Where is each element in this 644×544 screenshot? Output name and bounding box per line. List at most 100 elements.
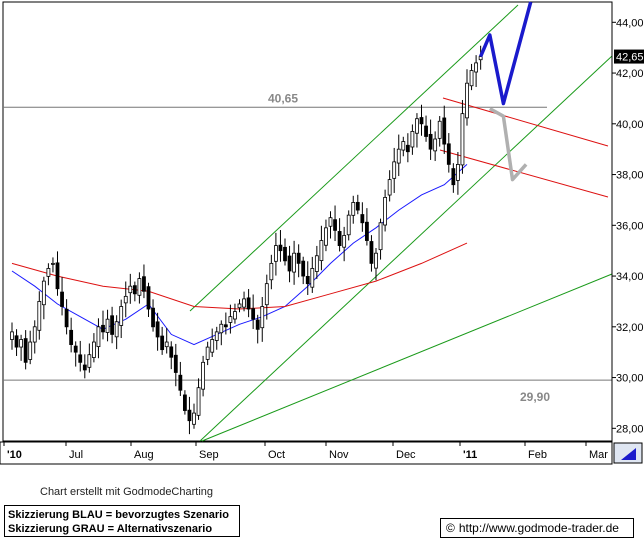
candle-body <box>114 321 119 338</box>
candle-body <box>155 321 160 338</box>
y-tick-label: 42,00 <box>616 68 644 80</box>
candle-body <box>346 214 351 236</box>
candle-body <box>110 315 114 335</box>
candle-body <box>32 326 37 343</box>
source-link[interactable]: © http://www.godmode-trader.de <box>440 518 634 538</box>
x-tick-label: Oct <box>268 449 285 461</box>
x-tick-label: '10 <box>7 449 22 461</box>
trend-channel-middle <box>199 55 613 442</box>
legend-line-gray: Skizzierung GRAU = Alternativszenario <box>8 523 213 535</box>
candle-body <box>401 141 406 151</box>
candle-body <box>355 201 360 211</box>
candle-body <box>64 308 69 328</box>
x-tick-label: '11 <box>463 449 477 461</box>
y-tick-label: 32,00 <box>616 322 644 334</box>
legend-line-blue: Skizzierung BLAU = bevorzugtes Szenario <box>8 509 229 521</box>
candle-body <box>333 219 337 231</box>
y-tick-label: 34,00 <box>616 271 644 283</box>
red-channel-lower <box>439 149 609 198</box>
candle-body <box>292 252 297 273</box>
candle-body <box>301 260 306 277</box>
candle-body <box>46 268 51 277</box>
candle-body <box>419 117 424 125</box>
candle-body <box>410 131 415 148</box>
candle-body <box>128 285 133 294</box>
moving-average-blue <box>11 164 468 346</box>
candle-body <box>296 252 301 264</box>
level-label-lower: 29,90 <box>520 390 550 404</box>
candle-body <box>169 346 174 358</box>
candle-body <box>78 354 83 363</box>
candle-body <box>351 202 356 216</box>
candle-body <box>437 120 442 139</box>
candle-body <box>201 361 206 390</box>
candle-body <box>283 246 287 262</box>
candle-body <box>101 324 105 333</box>
plot-frame <box>2 1 613 442</box>
candle-body <box>392 161 397 179</box>
candle-body <box>446 143 451 165</box>
candle-body <box>269 262 274 281</box>
y-tick-label: 30,00 <box>616 373 644 385</box>
candle-body <box>260 306 265 329</box>
candle-body <box>28 341 33 360</box>
y-tick-label: 44,00 <box>616 17 644 29</box>
candle-body <box>92 341 96 358</box>
candle-body <box>455 164 460 181</box>
candle-body <box>69 329 74 345</box>
x-axis-band <box>0 441 613 465</box>
candle-body <box>214 331 219 341</box>
candle-body <box>164 341 169 348</box>
red-channel-upper <box>442 97 609 147</box>
candle-body <box>19 339 24 348</box>
trend-channel-upper <box>189 4 519 312</box>
candle-body <box>396 148 401 164</box>
y-tick-label: 36,00 <box>616 220 644 232</box>
candle-body <box>469 70 474 87</box>
candle-body <box>433 138 438 152</box>
candle-body <box>273 245 278 262</box>
x-tick-label: Nov <box>329 449 349 461</box>
scenario-legend: Skizzierung BLAU = bevorzugtes Szenario … <box>4 505 240 537</box>
candle-body <box>51 262 55 265</box>
candle-body <box>474 62 479 73</box>
last-price-label: 42,65 <box>616 52 644 64</box>
candle-body <box>182 394 187 411</box>
corner-arrow-icon <box>621 448 636 460</box>
candle-body <box>233 311 237 320</box>
candle-body <box>219 323 224 334</box>
candle-body <box>205 346 210 360</box>
candle-body <box>278 244 283 252</box>
candle-body <box>405 144 410 153</box>
candle-body <box>10 331 14 340</box>
candle-body <box>187 409 192 422</box>
candle-body <box>210 339 215 353</box>
projection-blue <box>478 1 533 106</box>
level-label-upper: 40,65 <box>268 91 298 105</box>
candle-body <box>328 217 333 227</box>
candle-body <box>237 303 242 309</box>
candle-body <box>387 179 392 196</box>
x-tick-label: Feb <box>528 449 547 461</box>
x-tick-label: Dec <box>396 449 416 461</box>
trend-line-lower <box>201 273 613 442</box>
candle-body <box>41 280 46 306</box>
candle-body <box>415 118 419 134</box>
candle-body <box>223 324 228 328</box>
candle-body <box>264 283 269 306</box>
y-tick-label: 28,00 <box>616 423 644 435</box>
candle-body <box>383 196 388 226</box>
candle-body <box>173 354 178 373</box>
candle-body <box>55 262 60 290</box>
candle-body <box>360 214 365 224</box>
candle-body <box>442 117 447 145</box>
candle-body <box>132 285 137 295</box>
candle-body <box>428 133 433 150</box>
candle-body <box>337 231 342 247</box>
x-tick-label: Aug <box>134 449 154 461</box>
copyright-symbol: © <box>446 521 455 535</box>
candle-body <box>14 335 19 348</box>
candle-body <box>369 241 374 264</box>
candle-body <box>465 82 469 119</box>
candle-body <box>228 316 233 323</box>
